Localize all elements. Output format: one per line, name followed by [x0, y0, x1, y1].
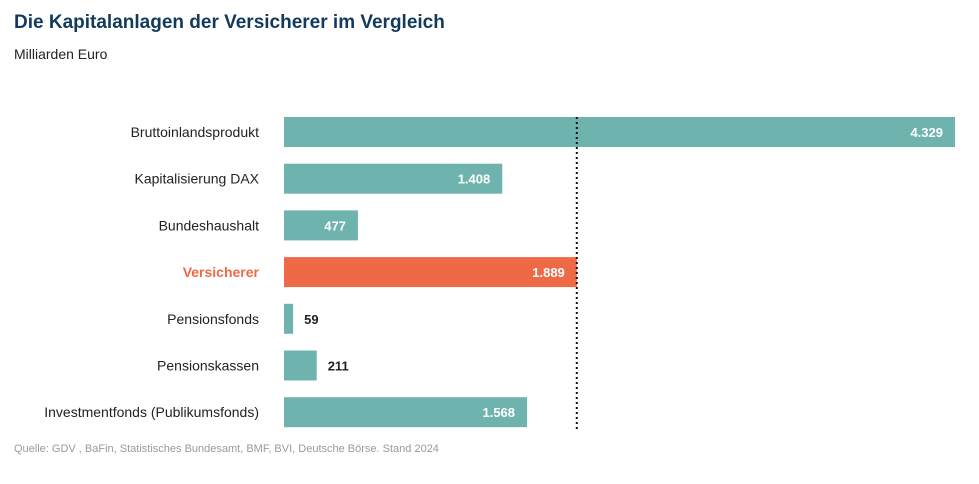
category-label: Versicherer [183, 264, 260, 280]
chart-title: Die Kapitalanlagen der Versicherer im Ve… [14, 12, 445, 33]
data-label: 1.408 [458, 172, 491, 187]
chart-subtitle: Milliarden Euro [14, 46, 108, 62]
category-label: Pensionskassen [157, 358, 259, 374]
category-label: Kapitalisierung DAX [134, 171, 259, 187]
bar [284, 117, 955, 147]
bar [284, 397, 528, 428]
bar [284, 210, 358, 241]
category-label: Bundeshaushalt [159, 217, 260, 233]
category-label: Bruttoinlandsprodukt [131, 124, 260, 140]
source-note: Quelle: GDV , BaFin, Statistisches Bunde… [14, 443, 439, 455]
category-label: Pensionsfonds [167, 311, 259, 327]
data-label: 4.329 [910, 125, 943, 140]
data-label: 1.889 [532, 265, 565, 280]
bar [284, 163, 503, 194]
data-label: 477 [324, 218, 346, 233]
bar-chart: Bruttoinlandsprodukt 4.329 Kapitalisierung… [44, 117, 955, 432]
bar [284, 350, 317, 381]
data-label: 59 [304, 312, 318, 327]
bar [284, 257, 577, 288]
bar [284, 303, 294, 334]
category-label: Investmentfonds (Publikumsfonds) [44, 404, 259, 420]
data-label: 211 [328, 359, 349, 374]
data-label: 1.568 [482, 405, 515, 420]
